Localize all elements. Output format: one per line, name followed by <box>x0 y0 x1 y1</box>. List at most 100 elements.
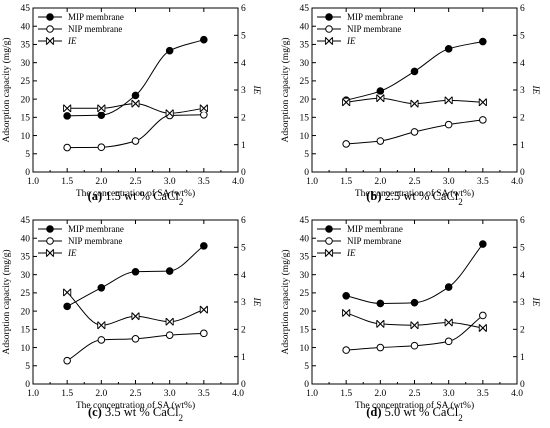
data-point <box>200 242 208 250</box>
y-tick-label: 10 <box>21 132 31 142</box>
y2-tick-label: 1 <box>520 141 525 151</box>
y-tick-label: 35 <box>300 253 310 263</box>
plot-frame <box>311 7 518 173</box>
chart-panel-a: 1.0 1.5 2.0 2.5 3.0 3.5 4.00510152025303540450… <box>1 4 261 207</box>
y2-tick-label: 2 <box>241 114 246 124</box>
y-tick-label: 0 <box>304 380 309 390</box>
caption-text: 2.5 wt % CaCl <box>382 189 459 203</box>
y-tick-label: 40 <box>21 234 31 244</box>
legend-item-ie: IE <box>38 248 77 258</box>
data-point <box>165 267 174 275</box>
series-line <box>66 245 205 307</box>
y-axis-label: Adsorption capacity (mg/g) <box>280 249 291 354</box>
data-point <box>478 98 487 107</box>
x-tick-label: 1.0 <box>306 177 318 187</box>
legend: MIP membrane NIP membrane IE <box>317 224 403 258</box>
y2-tick-label: 1 <box>241 141 246 151</box>
caption-label: (a) <box>88 189 103 203</box>
y-tick-label: 20 <box>300 307 310 317</box>
series-ie <box>63 288 208 330</box>
y2-tick-label: 4 <box>520 59 525 69</box>
y-tick-label: 5 <box>25 150 30 160</box>
y-tick-label: 15 <box>300 114 310 124</box>
data-point <box>410 128 419 136</box>
data-point <box>479 116 487 124</box>
data-point <box>444 283 453 291</box>
y-tick-label: 30 <box>21 271 31 281</box>
y-tick-label: 30 <box>300 271 310 281</box>
caption-subscript: 2 <box>458 197 463 207</box>
y-tick-label: 5 <box>25 362 30 372</box>
y2-tick-label: 5 <box>241 32 246 42</box>
x-tick-label: 1.0 <box>306 389 318 399</box>
legend-marker <box>325 13 333 21</box>
caption-text: 3.5 wt % CaCl <box>102 405 179 419</box>
x-tick-label: 3.0 <box>164 389 176 399</box>
y2-tick-label: 0 <box>241 168 246 178</box>
x-tick-label: 4.0 <box>232 389 244 399</box>
series-line <box>66 292 204 326</box>
panel-caption: (a) 1.5 wt % CaCl2 <box>88 189 184 207</box>
x-axis-label: The concentration of SA (wt%) <box>355 188 474 199</box>
legend-label: IE <box>346 248 356 258</box>
y2-tick-label: 5 <box>241 244 246 254</box>
y-tick-label: 25 <box>21 289 31 299</box>
data-point <box>97 111 106 119</box>
y-tick-label: 0 <box>304 168 309 178</box>
y2-axis-label: IE <box>251 297 261 307</box>
y-tick-label: 40 <box>300 234 310 244</box>
y-tick-label: 40 <box>21 22 31 32</box>
x-tick-label: 4.0 <box>511 177 523 187</box>
data-point <box>410 298 419 307</box>
y2-tick-label: 3 <box>241 86 246 96</box>
x-tick-label: 4.0 <box>232 177 244 187</box>
legend-item-ie: IE <box>317 248 356 258</box>
chart-panel-c: 1.0 1.5 2.0 2.5 3.0 3.5 4.00510152025303540450… <box>1 216 261 423</box>
y2-tick-label: 1 <box>241 353 246 363</box>
series-line <box>346 243 484 304</box>
data-point <box>97 283 106 292</box>
data-point <box>199 305 208 314</box>
x-tick-label: 1.5 <box>61 177 73 187</box>
x-axis-label: The concentration of SA (wt%) <box>76 400 195 411</box>
data-point <box>97 143 106 152</box>
y-tick-label: 45 <box>300 4 310 14</box>
legend-item-mip: MIP membrane <box>317 224 403 234</box>
data-point <box>342 292 350 300</box>
data-point <box>444 318 453 327</box>
y2-tick-label: 6 <box>241 4 246 14</box>
data-point <box>63 302 71 311</box>
legend-marker <box>46 225 54 233</box>
data-point <box>444 45 453 53</box>
x-tick-label: 1.5 <box>61 389 73 399</box>
y-tick-label: 45 <box>21 4 31 14</box>
y-tick-label: 30 <box>300 59 310 69</box>
y2-tick-label: 4 <box>241 59 246 69</box>
x-tick-label: 2.0 <box>95 389 107 399</box>
data-point <box>342 140 350 148</box>
data-point <box>410 99 419 108</box>
y2-tick-label: 6 <box>520 216 525 226</box>
caption-label: (c) <box>88 405 102 419</box>
data-point <box>376 343 385 352</box>
legend-item-nip: NIP membrane <box>317 236 401 246</box>
data-point <box>97 336 106 344</box>
data-point <box>410 67 419 76</box>
y2-tick-label: 4 <box>241 271 246 281</box>
data-point <box>342 308 351 317</box>
x-tick-label: 3.0 <box>164 177 176 187</box>
legend-marker <box>45 37 55 45</box>
legend-item-nip: NIP membrane <box>38 236 122 246</box>
y-tick-label: 30 <box>21 59 31 69</box>
series-ie <box>342 94 487 108</box>
data-point <box>376 94 385 103</box>
y-tick-label: 25 <box>300 289 310 299</box>
legend-label: NIP membrane <box>347 236 401 246</box>
data-point <box>131 91 140 100</box>
data-point <box>410 321 419 330</box>
y2-tick-label: 2 <box>520 326 525 336</box>
data-point <box>200 329 208 338</box>
data-point <box>479 37 487 46</box>
data-point <box>199 104 208 113</box>
